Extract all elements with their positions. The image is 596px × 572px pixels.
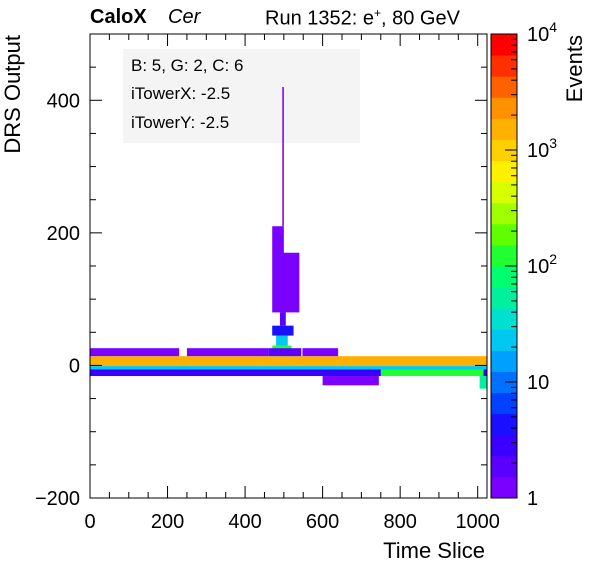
x-tick-label: 800 [383,511,416,533]
color-bar-segment [491,202,517,225]
color-bar-segment [491,118,517,140]
info-board-line: B: 5, G: 2, C: 6 [131,56,244,75]
color-bar-segment [491,97,517,119]
detector-label: Cer [168,6,201,28]
color-bar-segment [491,434,517,457]
color-bar-segment [491,329,517,351]
y-tick-label: 0 [69,355,80,377]
z-tick-label: 104 [527,19,557,46]
heatmap-cell [302,348,339,357]
x-tick-label: 0 [84,511,95,533]
color-bar-segment [491,34,517,56]
color-bar-segment [491,350,517,372]
y-axis: −200 0 200 400 [35,33,487,510]
heatmap-cell [272,226,284,313]
color-bar-segment [491,287,517,309]
color-bar-segment [491,392,517,415]
heatmap-cell [322,376,379,386]
x-tick-label: 1000 [455,511,500,533]
z-tick-label: 1 [527,488,538,510]
brand-label: CaloX [90,6,147,28]
y-tick-label: 400 [47,90,80,112]
heatmap-cells [90,87,487,389]
color-bar-segment [491,139,517,162]
heatmap-cell [90,369,487,377]
heatmap-cell [272,325,294,336]
run-prefix: Run 1352: e [265,7,374,30]
info-tower-x: iTowerX: -2.5 [131,84,231,103]
heatmap-cell [90,348,180,357]
y-tick-label: −200 [35,488,80,510]
x-tick-label: 600 [306,511,339,533]
heatmap-cell [279,312,286,326]
z-tick-label: 102 [527,251,557,278]
run-suffix: , 80 GeV [381,7,460,30]
info-tower-y: iTowerY: -2.5 [131,113,230,132]
heatmap-cell [268,348,302,357]
color-bar-segment [491,160,517,183]
heatmap-cell [276,335,288,346]
color-bar: 1 10 102 103 104 [490,19,557,510]
heatmap-cell [380,369,484,377]
color-bar-segment [491,55,517,77]
x-axis-label: Time Slice [383,538,485,563]
heatmap-cell [90,366,487,370]
z-axis-label: Events [562,35,587,102]
color-bar-segment [491,413,517,436]
heatmap-cell [479,376,487,389]
heatmap-cell [282,87,284,227]
color-bar-segment [491,476,517,499]
y-tick-label: 200 [47,223,80,245]
z-tick-label: 103 [527,135,557,162]
x-tick-label: 400 [228,511,261,533]
color-bar-segment [491,244,517,267]
x-tick-label: 200 [151,511,184,533]
run-charge: + [373,6,381,20]
x-axis: 0 200 400 600 800 1000 [84,34,500,533]
color-bar-segment [491,223,517,246]
z-tick-label: 10 [527,372,549,394]
color-bar-segment [491,76,517,98]
heatmap-cell [90,356,487,367]
color-bar-segment [491,455,517,478]
y-axis-label: DRS Output [0,35,25,154]
color-bar-segment [491,308,517,330]
color-bar-segment [491,266,517,288]
run-info: Run 1352: e+, 80 GeV [265,6,460,31]
color-bar-segment [491,181,517,204]
heatmap-cell [186,348,269,357]
color-bar-segment [491,371,517,394]
heatmap-cell [281,252,300,313]
info-box [123,49,360,143]
